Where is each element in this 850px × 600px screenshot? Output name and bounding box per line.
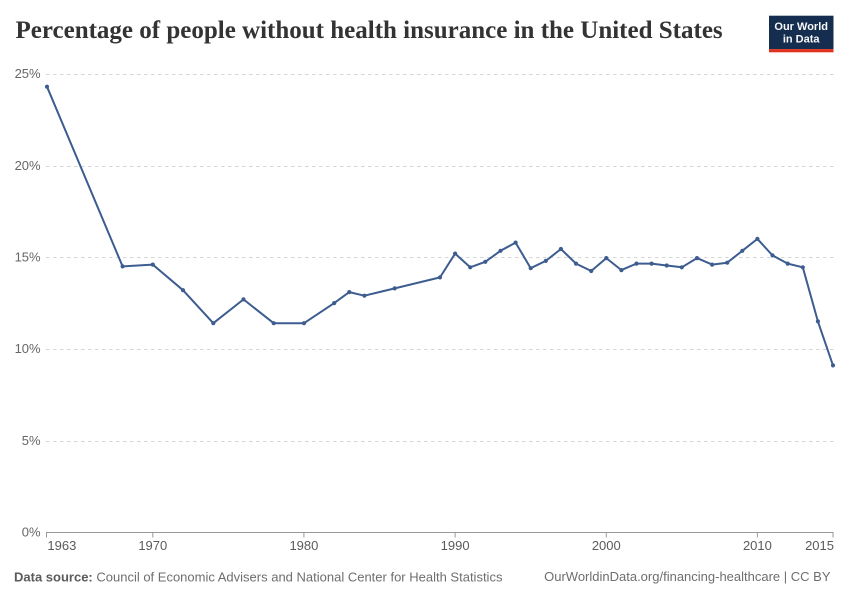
svg-text:1970: 1970 (138, 538, 167, 553)
svg-text:10%: 10% (15, 341, 41, 356)
svg-text:2000: 2000 (592, 538, 621, 553)
svg-text:5%: 5% (22, 433, 41, 448)
svg-text:25%: 25% (15, 66, 41, 81)
svg-text:15%: 15% (15, 250, 41, 265)
svg-text:in Data: in Data (783, 34, 821, 46)
svg-text:1990: 1990 (441, 538, 470, 553)
svg-text:0%: 0% (22, 525, 41, 540)
svg-text:Our World: Our World (774, 21, 828, 33)
svg-text:1963: 1963 (47, 538, 76, 553)
svg-text:20%: 20% (15, 158, 41, 173)
svg-text:2010: 2010 (743, 538, 772, 553)
svg-text:Data source: Council of Econom: Data source: Council of Economic Adviser… (14, 570, 503, 585)
svg-text:OurWorldinData.org/financing-h: OurWorldinData.org/financing-healthcare … (544, 569, 831, 584)
svg-text:1980: 1980 (289, 538, 318, 553)
svg-text:2015: 2015 (805, 538, 834, 553)
svg-text:Percentage of people without h: Percentage of people without health insu… (16, 17, 723, 44)
